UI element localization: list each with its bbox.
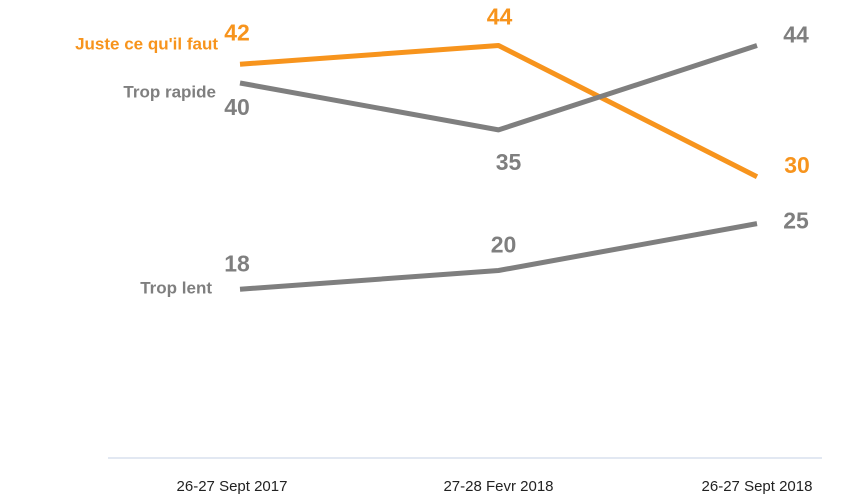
series-label: Trop lent — [140, 279, 212, 298]
data-label: 30 — [784, 152, 810, 178]
data-label: 44 — [487, 4, 513, 30]
x-tick-label: 26-27 Sept 2017 — [177, 478, 288, 495]
data-label: 20 — [491, 232, 517, 258]
line — [239, 221, 758, 292]
series-label: Trop rapide — [123, 82, 216, 101]
data-label: 44 — [783, 22, 809, 48]
series-label: Juste ce qu'il faut — [75, 35, 218, 54]
data-label: 25 — [783, 208, 809, 234]
line — [239, 43, 758, 133]
data-label: 18 — [224, 250, 250, 276]
line — [239, 43, 759, 179]
x-tick-label: 27-28 Fevr 2018 — [443, 478, 553, 495]
data-label: 40 — [224, 94, 250, 120]
x-tick-label: 26-27 Sept 2018 — [702, 478, 813, 495]
data-label: 35 — [496, 149, 522, 175]
data-label: 42 — [224, 19, 250, 45]
